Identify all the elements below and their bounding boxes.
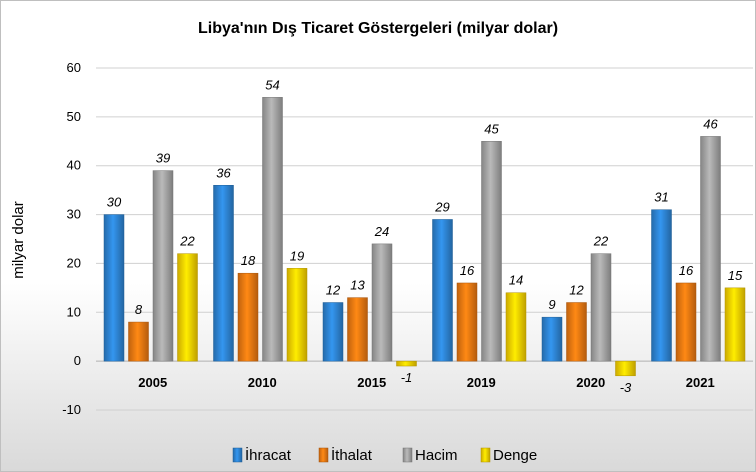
bar-2010-2	[262, 97, 283, 362]
data-label: 16	[679, 263, 694, 278]
data-label: 12	[569, 283, 584, 298]
bar-2019-3	[505, 292, 527, 362]
data-label: 18	[241, 253, 256, 268]
bar-2010-3	[286, 268, 308, 362]
legend-swatch	[480, 447, 491, 463]
y-tick-label: 40	[67, 158, 81, 173]
bar-2020-2	[590, 253, 612, 362]
data-label: 30	[107, 195, 122, 210]
data-label: 22	[179, 234, 195, 249]
bar-2020-1	[566, 302, 587, 362]
gridlines	[96, 67, 753, 411]
data-label: 14	[509, 273, 523, 288]
data-label: 8	[135, 302, 143, 317]
bar-2015-0	[322, 302, 344, 362]
bar-2005-1	[128, 321, 149, 362]
bar-2005-2	[152, 170, 174, 362]
data-label: 29	[434, 199, 449, 214]
data-label: 22	[593, 234, 609, 249]
y-tick-label: -10	[62, 402, 81, 417]
data-label: 9	[548, 297, 555, 312]
data-label: 39	[156, 151, 170, 166]
legend-label: Hacim	[415, 447, 458, 464]
y-tick-label: 10	[67, 304, 81, 319]
category-label: 2015	[357, 375, 386, 390]
bar-2020-3	[615, 360, 636, 377]
data-label: -3	[620, 380, 632, 395]
bar-2019-1	[456, 282, 478, 362]
y-tick-label: 50	[67, 109, 81, 124]
data-label: 15	[728, 268, 743, 283]
category-label: 2020	[576, 375, 605, 390]
legend-label: İhracat	[245, 446, 292, 464]
category-labels: 2005 2010 2015 2019 2020 2021	[138, 375, 714, 390]
y-tick-label: 60	[67, 60, 81, 75]
bar-2010-0	[213, 185, 234, 362]
bar-2010-1	[237, 272, 259, 362]
data-label: 46	[703, 116, 718, 131]
bar-2021-0	[651, 209, 672, 362]
bar-2005-3	[177, 253, 198, 362]
y-tick-label: 20	[67, 255, 81, 270]
data-label: 36	[216, 165, 231, 180]
category-label: 2005	[138, 375, 167, 390]
data-label: 16	[460, 263, 475, 278]
bars	[103, 97, 746, 377]
legend-label: İthalat	[331, 446, 373, 464]
data-label: 12	[326, 283, 341, 298]
data-label: 13	[350, 278, 365, 293]
y-axis-ticks: -10 0 10 20 30 40 50 60	[62, 60, 81, 417]
bar-2020-0	[541, 316, 563, 362]
legend-swatch	[318, 447, 329, 463]
chart-title: Libya'nın Dış Ticaret Göstergeleri (mily…	[198, 20, 558, 37]
data-labels: 30 8 39 22 36 18 54 19 12 13 24 -1 29 16 45 14 9 12 22 -3 31…	[107, 77, 743, 394]
data-label: 31	[654, 190, 668, 205]
legend-swatch	[232, 447, 243, 463]
bar-2021-1	[675, 282, 697, 362]
category-label: 2010	[248, 375, 277, 390]
bar-2015-3	[396, 360, 417, 367]
legend-label: Denge	[493, 447, 537, 464]
bar-2019-2	[481, 141, 502, 362]
category-label: 2019	[467, 375, 496, 390]
bar-2015-2	[371, 243, 393, 362]
bar-2021-3	[724, 287, 746, 362]
legend: İhracat İthalat Hacim Denge	[232, 446, 537, 464]
bar-2021-2	[700, 136, 721, 362]
y-tick-label: 30	[67, 207, 81, 222]
data-label: 54	[265, 77, 279, 92]
legend-swatch	[402, 447, 413, 463]
y-tick-label: 0	[74, 353, 81, 368]
bar-2005-0	[103, 214, 125, 362]
bar-2019-0	[432, 219, 453, 362]
data-label: -1	[401, 370, 413, 385]
category-label: 2021	[686, 375, 715, 390]
y-axis-label: milyar dolar	[10, 201, 27, 279]
bar-2015-1	[347, 297, 368, 362]
data-label: 24	[374, 224, 389, 239]
data-label: 19	[290, 248, 304, 263]
data-label: 45	[484, 121, 499, 136]
